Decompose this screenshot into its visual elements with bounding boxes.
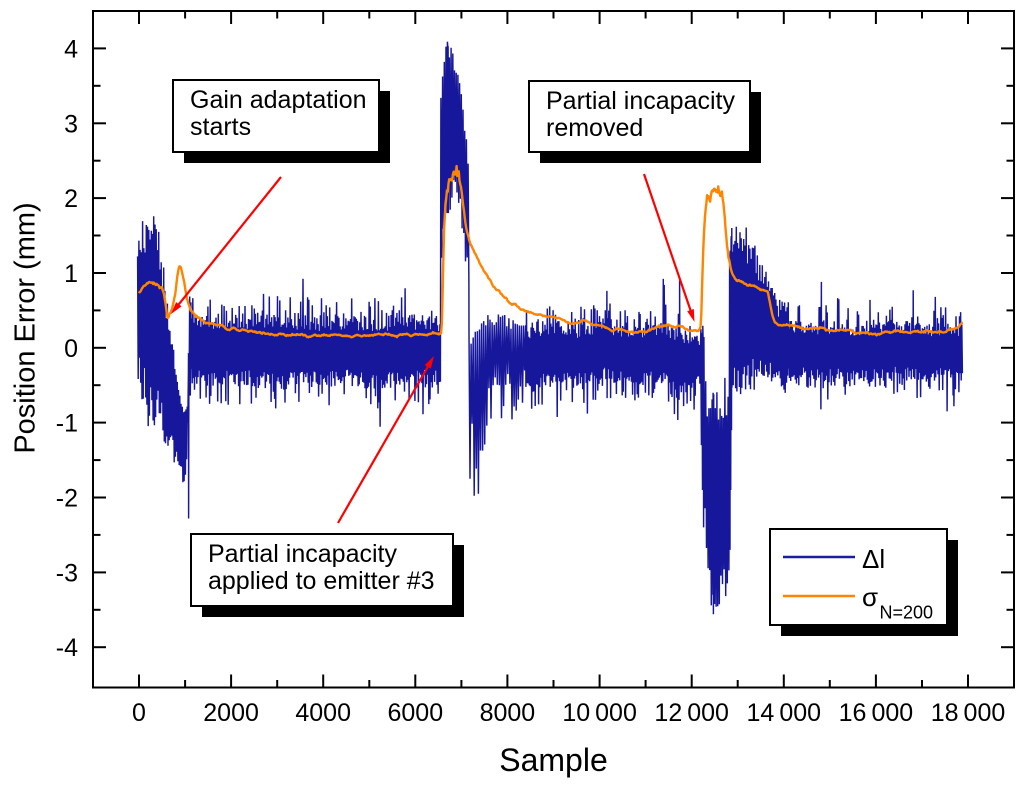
svg-text:2000: 2000 xyxy=(203,699,259,727)
svg-text:-3: -3 xyxy=(56,559,78,587)
svg-text:Gain adaptation: Gain adaptation xyxy=(190,86,367,114)
svg-text:16 000: 16 000 xyxy=(839,699,914,727)
svg-text:-2: -2 xyxy=(56,485,78,513)
svg-text:8000: 8000 xyxy=(480,699,536,727)
svg-text:Partial incapacity: Partial incapacity xyxy=(546,87,735,115)
svg-text:4: 4 xyxy=(64,35,78,63)
svg-text:2: 2 xyxy=(64,185,78,213)
svg-text:6000: 6000 xyxy=(387,699,443,727)
svg-text:12 000: 12 000 xyxy=(654,699,729,727)
svg-text:removed: removed xyxy=(546,114,643,142)
svg-text:10 000: 10 000 xyxy=(562,699,637,727)
svg-text:Δl: Δl xyxy=(862,544,885,574)
svg-text:-4: -4 xyxy=(56,634,78,662)
svg-text:1: 1 xyxy=(64,260,78,288)
svg-text:0: 0 xyxy=(64,335,78,363)
svg-text:14 000: 14 000 xyxy=(747,699,822,727)
svg-text:18 000: 18 000 xyxy=(931,699,1006,727)
svg-text:Partial incapacity: Partial incapacity xyxy=(208,540,397,568)
svg-text:-1: -1 xyxy=(56,410,78,438)
svg-text:0: 0 xyxy=(132,699,146,727)
svg-text:Sample: Sample xyxy=(499,742,608,778)
svg-text:starts: starts xyxy=(190,113,251,141)
svg-text:4000: 4000 xyxy=(295,699,351,727)
svg-text:σ: σ xyxy=(862,582,878,612)
svg-text:3: 3 xyxy=(64,110,78,138)
svg-text:Position Error (mm): Position Error (mm) xyxy=(10,202,42,453)
svg-text:N=200: N=200 xyxy=(880,603,934,623)
svg-text:applied to emitter #3: applied to emitter #3 xyxy=(208,567,435,595)
